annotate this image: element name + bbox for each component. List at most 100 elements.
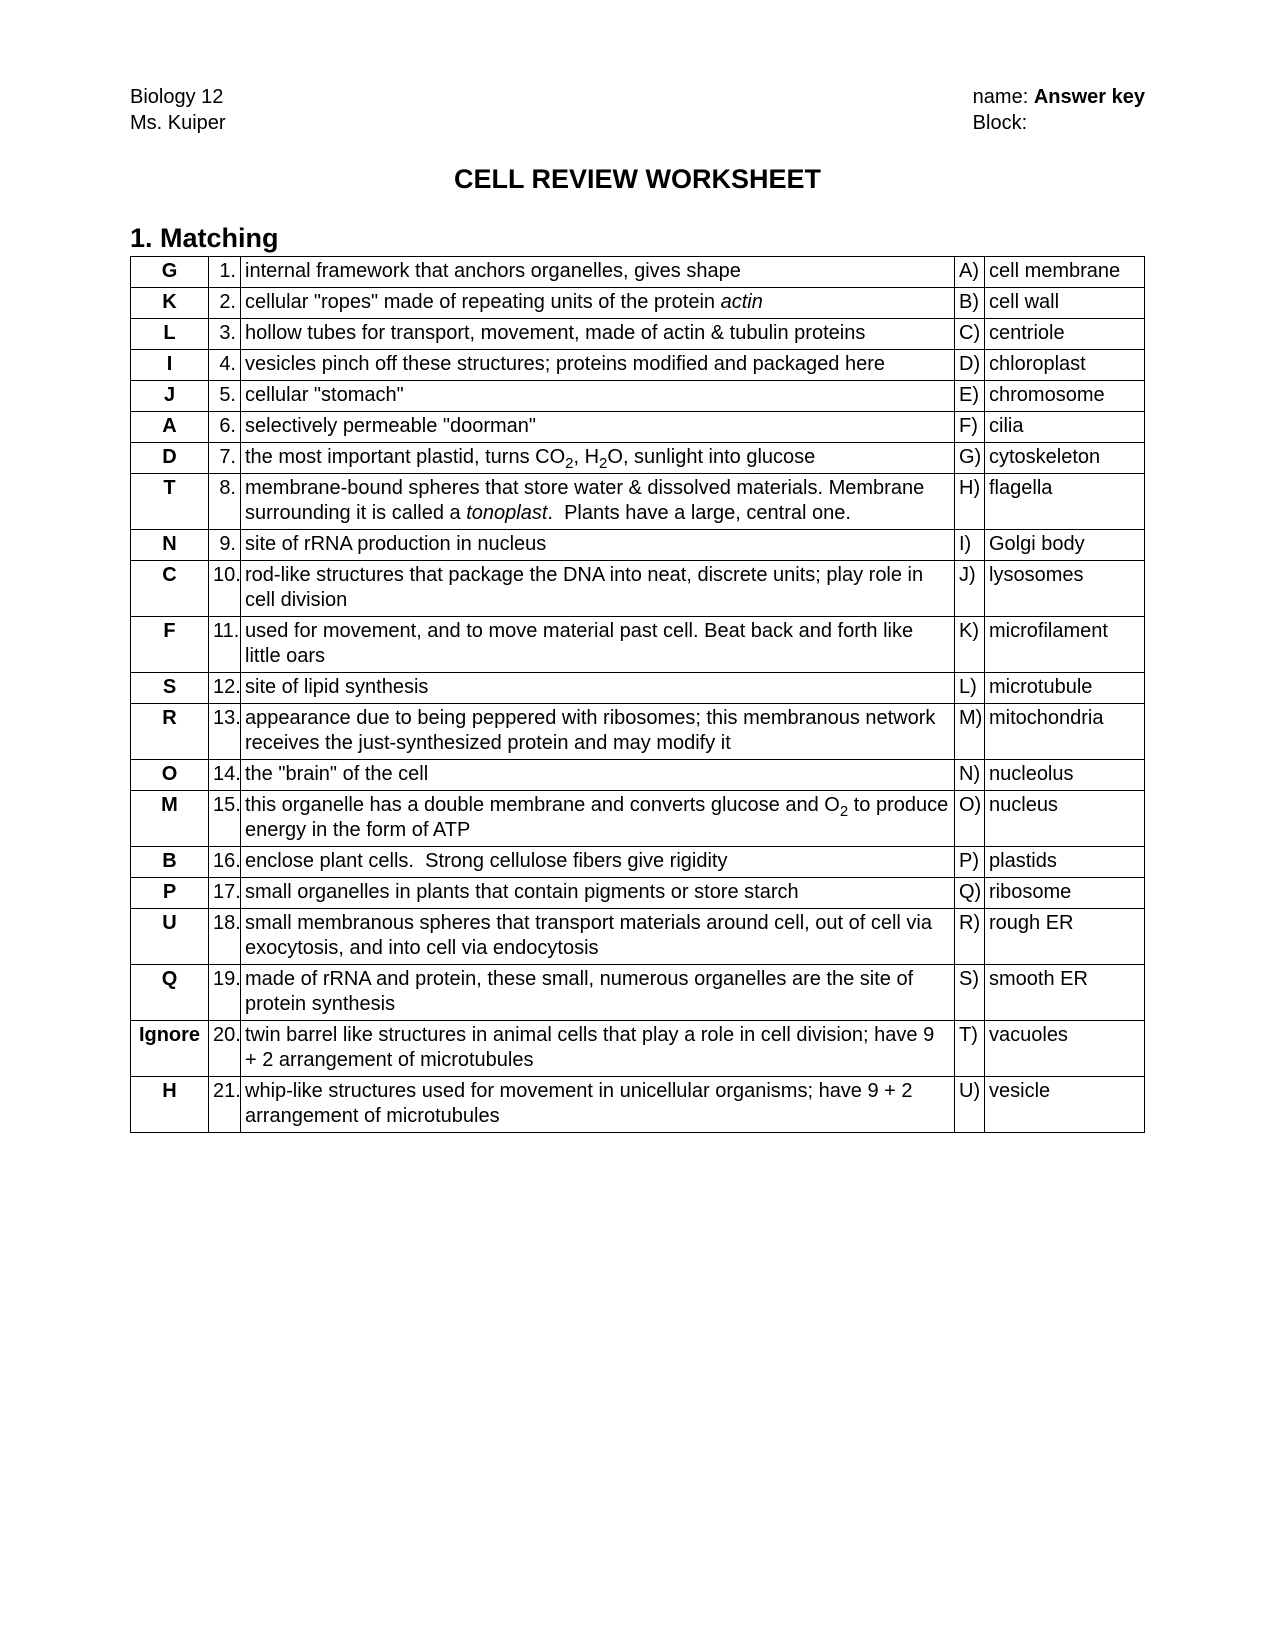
letter-cell: Q) bbox=[955, 878, 985, 909]
number-cell: 4. bbox=[209, 350, 241, 381]
letter-cell: F) bbox=[955, 412, 985, 443]
term-cell: chloroplast bbox=[985, 350, 1145, 381]
number-cell: 18. bbox=[209, 909, 241, 965]
table-row: Ignore20.twin barrel like structures in … bbox=[131, 1021, 1145, 1077]
number-cell: 3. bbox=[209, 319, 241, 350]
answer-cell: Ignore bbox=[131, 1021, 209, 1077]
table-row: H21.whip-like structures used for moveme… bbox=[131, 1077, 1145, 1133]
number-cell: 9. bbox=[209, 530, 241, 561]
answer-cell: O bbox=[131, 760, 209, 791]
letter-cell: J) bbox=[955, 561, 985, 617]
letter-cell: O) bbox=[955, 791, 985, 847]
description-cell: the most important plastid, turns CO2, H… bbox=[241, 443, 955, 474]
table-row: J5.cellular "stomach"E)chromosome bbox=[131, 381, 1145, 412]
number-cell: 14. bbox=[209, 760, 241, 791]
letter-cell: C) bbox=[955, 319, 985, 350]
answer-cell: S bbox=[131, 673, 209, 704]
table-row: T8.membrane-bound spheres that store wat… bbox=[131, 474, 1145, 530]
description-cell: twin barrel like structures in animal ce… bbox=[241, 1021, 955, 1077]
matching-table: G1.internal framework that anchors organ… bbox=[130, 256, 1145, 1133]
answer-cell: A bbox=[131, 412, 209, 443]
letter-cell: G) bbox=[955, 443, 985, 474]
letter-cell: K) bbox=[955, 617, 985, 673]
letter-cell: S) bbox=[955, 965, 985, 1021]
number-cell: 2. bbox=[209, 288, 241, 319]
description-cell: selectively permeable "doorman" bbox=[241, 412, 955, 443]
answer-cell: D bbox=[131, 443, 209, 474]
description-cell: this organelle has a double membrane and… bbox=[241, 791, 955, 847]
description-cell: the "brain" of the cell bbox=[241, 760, 955, 791]
number-cell: 5. bbox=[209, 381, 241, 412]
header: Biology 12 Ms. Kuiper name: Answer key B… bbox=[130, 84, 1145, 136]
description-cell: whip-like structures used for movement i… bbox=[241, 1077, 955, 1133]
name-label: name: bbox=[973, 86, 1029, 108]
answer-cell: K bbox=[131, 288, 209, 319]
table-row: P17.small organelles in plants that cont… bbox=[131, 878, 1145, 909]
letter-cell: D) bbox=[955, 350, 985, 381]
term-cell: nucleolus bbox=[985, 760, 1145, 791]
letter-cell: H) bbox=[955, 474, 985, 530]
description-cell: made of rRNA and protein, these small, n… bbox=[241, 965, 955, 1021]
term-cell: flagella bbox=[985, 474, 1145, 530]
description-cell: rod-like structures that package the DNA… bbox=[241, 561, 955, 617]
term-cell: vacuoles bbox=[985, 1021, 1145, 1077]
term-cell: vesicle bbox=[985, 1077, 1145, 1133]
table-row: I4.vesicles pinch off these structures; … bbox=[131, 350, 1145, 381]
table-row: U18.small membranous spheres that transp… bbox=[131, 909, 1145, 965]
table-row: A6.selectively permeable "doorman"F)cili… bbox=[131, 412, 1145, 443]
term-cell: smooth ER bbox=[985, 965, 1145, 1021]
answer-cell: M bbox=[131, 791, 209, 847]
answer-cell: J bbox=[131, 381, 209, 412]
number-cell: 11. bbox=[209, 617, 241, 673]
description-cell: cellular "stomach" bbox=[241, 381, 955, 412]
term-cell: cytoskeleton bbox=[985, 443, 1145, 474]
term-cell: chromosome bbox=[985, 381, 1145, 412]
description-cell: small membranous spheres that transport … bbox=[241, 909, 955, 965]
table-row: R13.appearance due to being peppered wit… bbox=[131, 704, 1145, 760]
section-heading: 1. Matching bbox=[130, 223, 1145, 254]
number-cell: 16. bbox=[209, 847, 241, 878]
number-cell: 19. bbox=[209, 965, 241, 1021]
course-label: Biology 12 bbox=[130, 84, 226, 110]
table-row: G1.internal framework that anchors organ… bbox=[131, 257, 1145, 288]
letter-cell: M) bbox=[955, 704, 985, 760]
number-cell: 15. bbox=[209, 791, 241, 847]
term-cell: microtubule bbox=[985, 673, 1145, 704]
description-cell: site of lipid synthesis bbox=[241, 673, 955, 704]
number-cell: 12. bbox=[209, 673, 241, 704]
description-cell: used for movement, and to move material … bbox=[241, 617, 955, 673]
number-cell: 7. bbox=[209, 443, 241, 474]
description-cell: appearance due to being peppered with ri… bbox=[241, 704, 955, 760]
term-cell: mitochondria bbox=[985, 704, 1145, 760]
table-row: K2.cellular "ropes" made of repeating un… bbox=[131, 288, 1145, 319]
table-row: M15.this organelle has a double membrane… bbox=[131, 791, 1145, 847]
term-cell: ribosome bbox=[985, 878, 1145, 909]
header-left: Biology 12 Ms. Kuiper bbox=[130, 84, 226, 136]
term-cell: microfilament bbox=[985, 617, 1145, 673]
term-cell: centriole bbox=[985, 319, 1145, 350]
worksheet-page: Biology 12 Ms. Kuiper name: Answer key B… bbox=[0, 0, 1275, 1650]
answer-cell: I bbox=[131, 350, 209, 381]
term-cell: cell wall bbox=[985, 288, 1145, 319]
answer-cell: T bbox=[131, 474, 209, 530]
letter-cell: R) bbox=[955, 909, 985, 965]
letter-cell: B) bbox=[955, 288, 985, 319]
description-cell: small organelles in plants that contain … bbox=[241, 878, 955, 909]
table-row: B16.enclose plant cells. Strong cellulos… bbox=[131, 847, 1145, 878]
name-value: Answer key bbox=[1034, 86, 1145, 108]
answer-cell: F bbox=[131, 617, 209, 673]
answer-cell: B bbox=[131, 847, 209, 878]
term-cell: Golgi body bbox=[985, 530, 1145, 561]
description-cell: vesicles pinch off these structures; pro… bbox=[241, 350, 955, 381]
answer-cell: R bbox=[131, 704, 209, 760]
answer-cell: Q bbox=[131, 965, 209, 1021]
worksheet-title: CELL REVIEW WORKSHEET bbox=[130, 164, 1145, 195]
answer-cell: C bbox=[131, 561, 209, 617]
number-cell: 21. bbox=[209, 1077, 241, 1133]
answer-cell: H bbox=[131, 1077, 209, 1133]
description-cell: hollow tubes for transport, movement, ma… bbox=[241, 319, 955, 350]
answer-cell: L bbox=[131, 319, 209, 350]
letter-cell: P) bbox=[955, 847, 985, 878]
number-cell: 10. bbox=[209, 561, 241, 617]
description-cell: internal framework that anchors organell… bbox=[241, 257, 955, 288]
